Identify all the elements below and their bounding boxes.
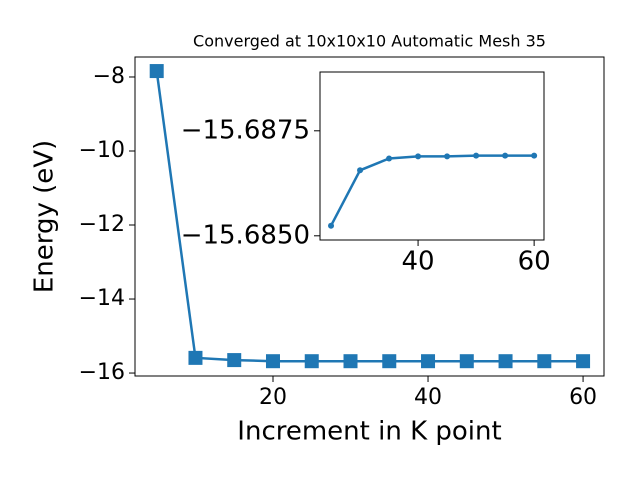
x-axis-label: Increment in K point [237,417,501,447]
y-tick-label: −8 [93,64,125,89]
data-point [531,152,538,159]
data-point [473,152,480,159]
data-point [537,354,552,369]
chart-title: Converged at 10x10x10 Automatic Mesh 35 [193,32,546,51]
data-point [188,350,203,365]
y-tick-label: −14 [79,286,125,311]
y-tick-label: −10 [79,138,125,163]
y-tick-label: −15.6850 [181,220,310,250]
data-point [498,354,513,369]
x-tick-label: 40 [414,385,442,410]
y-tick-label: −15.6875 [181,115,310,145]
data-point [502,152,509,159]
data-point [304,354,319,369]
data-point [415,153,422,160]
x-tick-label: 20 [259,385,287,410]
x-tick-label: 60 [518,247,551,277]
y-axis-label: Energy (eV) [30,140,60,293]
x-tick-label: 40 [402,247,435,277]
y-tick-label: −16 [79,360,125,385]
data-point [227,353,242,368]
data-point [357,167,364,174]
data-point [459,354,474,369]
data-point [382,354,397,369]
data-point [421,354,436,369]
data-point [149,64,164,79]
data-point [576,354,591,369]
data-point [444,153,451,160]
x-tick-label: 60 [569,385,597,410]
data-point [265,354,280,369]
data-point [328,222,335,229]
y-tick-label: −12 [79,212,125,237]
data-line [329,154,535,227]
data-point [343,354,358,369]
data-point [386,155,393,162]
